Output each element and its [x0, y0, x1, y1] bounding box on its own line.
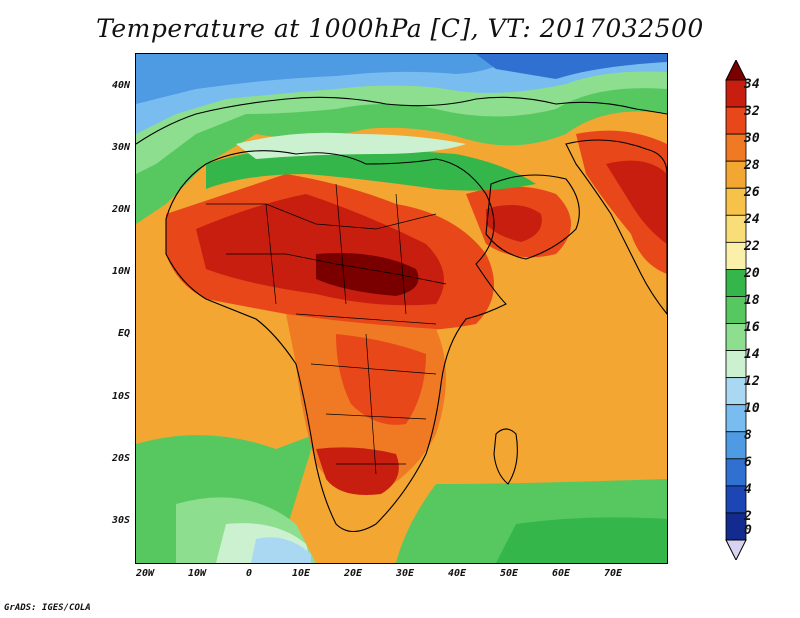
south-indian-cooler-zone: [496, 517, 667, 563]
colorbar-swatch: [725, 431, 747, 460]
lat-tick-label: 10N: [111, 266, 130, 277]
lon-tick-label: 20W: [135, 568, 155, 579]
lon-tick-label: 40E: [447, 568, 467, 579]
lat-tick-label: 20N: [111, 204, 130, 215]
mediterranean-cool-band: [206, 148, 536, 191]
colorbar-tick-label: 6: [744, 455, 752, 470]
lon-tick-label: 0: [245, 568, 253, 579]
colorbar-tick-label: 2: [744, 509, 752, 524]
arabia-coastline: [485, 174, 580, 260]
lon-tick-label: 70E: [603, 568, 623, 579]
colorbar-swatch: [725, 323, 747, 351]
sahel-peak-zone: [316, 253, 419, 296]
credit-text: GrADS: IGES/COLA: [4, 603, 91, 613]
lat-tick-label: EQ: [117, 328, 130, 339]
colorbar-top-arrow: [725, 60, 747, 81]
colorbar-swatch: [725, 241, 747, 270]
colorbar-tick-label: 20: [744, 266, 760, 281]
colorbar-swatch: [725, 214, 747, 243]
temperature-map: [135, 53, 668, 564]
coastlines: [136, 96, 667, 533]
colorbar-tick-label: 34: [744, 77, 760, 92]
central-africa-hot-zone: [336, 334, 426, 425]
colorbar-tick-label: 4: [744, 482, 752, 497]
colorbar-tick-label: 0: [744, 523, 752, 538]
colorbar-tick-label: 10: [744, 401, 760, 416]
africa-coastline: [165, 150, 507, 533]
colorbar-tick-label: 30: [744, 131, 760, 146]
south-atlantic-coldest-zone: [251, 537, 311, 563]
colorbar-bottom-arrow: [725, 539, 747, 560]
colorbar-tick-label: 16: [744, 320, 760, 335]
chart-title: Temperature at 1000hPa [C], VT: 20170325…: [96, 14, 704, 43]
colorbar-tick-label: 12: [744, 374, 760, 389]
colorbar-tick-label: 28: [744, 158, 760, 173]
colorbar-legend: [725, 60, 747, 560]
lon-tick-label: 10W: [187, 568, 207, 579]
colorbar-tick-label: 24: [744, 212, 760, 227]
lon-tick-label: 60E: [551, 568, 571, 579]
europe-colder-zone: [136, 54, 516, 104]
southern-africa-hot-zone: [316, 447, 399, 495]
colorbar-swatch: [725, 187, 747, 216]
lat-tick-label: 30N: [111, 142, 130, 153]
mediterranean-cold-band: [236, 132, 466, 159]
lat-tick-label: 10S: [111, 391, 130, 402]
colorbar-swatch: [725, 350, 747, 379]
arabia-hottest-zone: [486, 205, 542, 242]
lat-tick-label: 40N: [111, 80, 130, 91]
colorbar-swatch: [725, 106, 747, 135]
colorbar-swatch: [725, 79, 747, 108]
colorbar-swatch: [725, 160, 747, 189]
colorbar-swatch: [725, 512, 747, 541]
country-borders: [206, 183, 447, 475]
colorbar-tick-label: 14: [744, 347, 760, 362]
colorbar-tick-label: 22: [744, 239, 760, 254]
colorbar-swatch: [725, 458, 747, 487]
lat-tick-label: 20S: [111, 453, 130, 464]
lon-tick-label: 30E: [395, 568, 415, 579]
colorbar-swatch: [725, 485, 747, 514]
colorbar-swatch: [725, 133, 747, 162]
madagascar-coastline: [493, 428, 518, 485]
colorbar-swatch: [725, 404, 747, 433]
colorbar-tick-label: 32: [744, 104, 760, 119]
europe-coastline: [136, 96, 667, 145]
colorbar-tick-label: 8: [744, 428, 752, 443]
lat-tick-label: 30S: [111, 515, 130, 526]
colorbar-swatch: [725, 377, 747, 406]
colorbar-tick-label: 26: [744, 185, 760, 200]
colorbar-tick-label: 18: [744, 293, 760, 308]
india-coastline: [565, 139, 667, 315]
lon-tick-label: 50E: [499, 568, 519, 579]
colorbar-swatch: [725, 269, 747, 297]
lon-tick-label: 20E: [343, 568, 363, 579]
india-hottest-zone: [606, 160, 667, 244]
europe-coldest-zone: [476, 54, 667, 79]
colorbar-swatch: [725, 296, 747, 324]
lon-tick-label: 10E: [291, 568, 311, 579]
